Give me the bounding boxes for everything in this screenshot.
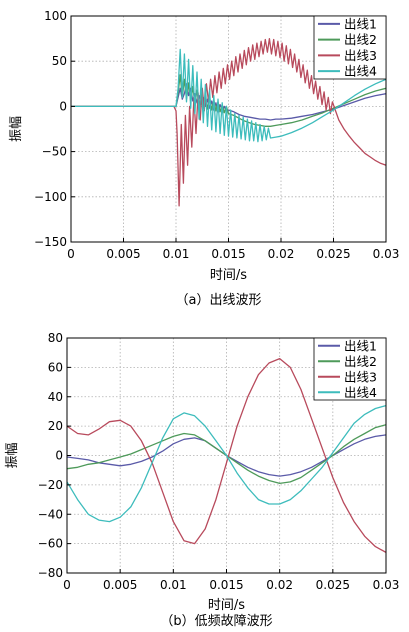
x-tick-label: 0.005 [103,578,137,592]
legend-label-2: 出线2 [344,32,377,47]
y-tick-label: −150 [34,235,67,249]
chart-caption: （a）出线波形 [176,293,262,308]
x-tick-label: 0.01 [163,247,190,261]
x-tick-label: 0.015 [211,247,245,261]
x-tick-label: 0.03 [373,247,400,261]
series-group [67,357,386,553]
legend-label-4: 出线4 [344,64,377,79]
series-line-3 [71,37,386,207]
legend-label-2: 出线2 [344,354,377,369]
chart-low-frequency-fault-waveform: 0 0.005 0.01 0.015 0.02 0.025 0.03 −80 −60 −40 −20… [5,331,399,629]
legend-box [313,15,387,80]
series-line-4 [71,48,386,143]
x-tick-label: 0.02 [266,578,293,592]
y-tick-label: 0 [59,99,67,113]
chart-caption: （b）低频故障波形 [160,614,272,629]
x-tick-label: 0 [63,578,71,592]
y-tick-label: 80 [48,331,63,345]
x-tick-label: 0.01 [160,578,187,592]
y-tick-label: −40 [38,507,63,521]
legend-label-4: 出线4 [344,385,377,400]
series-line-3 [67,357,386,553]
y-tick-label: 40 [48,390,63,404]
y-tick-label: 100 [44,9,67,23]
x-tick-label: 0 [67,247,75,261]
y-tick-label: 0 [55,449,63,463]
y-tick-label: −100 [34,190,67,204]
y-tick-label: −80 [38,566,63,580]
y-tick-label: 20 [48,419,63,433]
y-axis-label: 振幅 [5,442,20,468]
y-tick-label: −60 [38,537,63,551]
x-tick-label: 0.005 [106,247,140,261]
x-tick-label: 0.02 [268,247,295,261]
y-axis-label: 振幅 [9,116,24,142]
x-axis-label: 时间/s [208,598,245,613]
legend-label-3: 出线3 [344,48,377,63]
chart-outgoing-line-waveform: 0 0.005 0.01 0.015 0.02 0.025 0.03 −150 −100 −50 0… [9,9,399,308]
x-tick-label: 0.025 [316,578,350,592]
y-tick-label: −20 [38,478,63,492]
x-tick-label: 0.03 [373,578,400,592]
y-tick-label: 60 [48,360,63,374]
series-line-4 [67,404,386,523]
y-tick-label: 50 [52,54,67,68]
legend-label-3: 出线3 [344,369,377,384]
legend-label-1: 出线1 [344,16,377,31]
y-tick-label: −50 [42,145,67,159]
x-tick-label: 0.025 [316,247,350,261]
x-tick-label: 0.015 [209,578,243,592]
series-group [71,37,386,207]
legend-box [313,337,387,401]
x-axis-label: 时间/s [210,268,247,283]
legend-label-1: 出线1 [344,338,377,353]
